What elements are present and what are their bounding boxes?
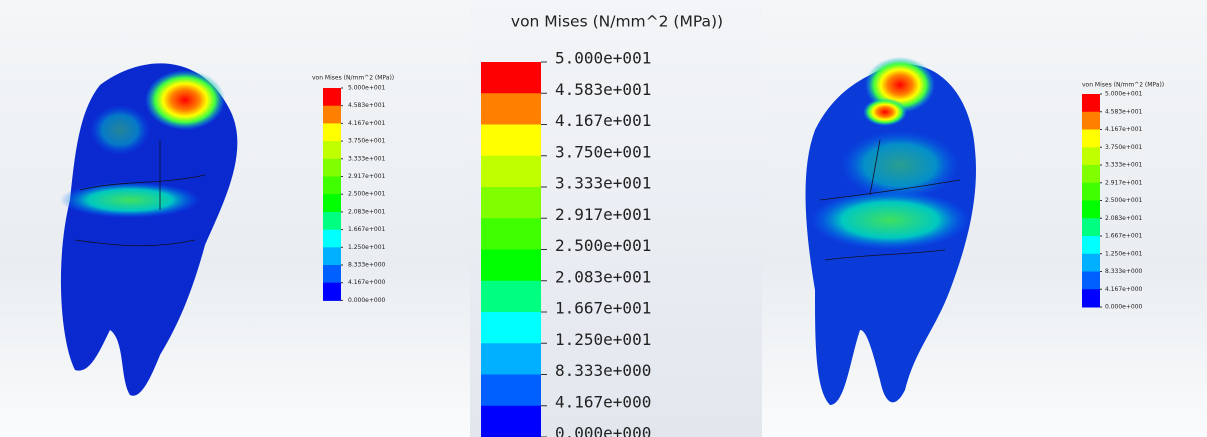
legend-label: 1.250e+001 xyxy=(555,330,651,349)
legend-label: 3.333e+001 xyxy=(348,155,386,162)
legend-label: 1.667e+001 xyxy=(555,299,651,318)
legend-color-band xyxy=(481,93,541,125)
legend-label: 3.333e+001 xyxy=(1105,162,1143,169)
legend-color-band xyxy=(481,375,541,407)
legend-color-band xyxy=(1082,112,1100,130)
legend-label: 5.000e+001 xyxy=(555,49,651,68)
legend-color-band xyxy=(1082,94,1100,112)
legend-color-band xyxy=(1082,147,1100,165)
legend-label: 2.500e+001 xyxy=(1105,197,1143,204)
legend-title: von Mises (N/mm^2 (MPa)) xyxy=(312,75,394,82)
legend-label: 2.083e+001 xyxy=(1105,215,1143,222)
legend-color-band xyxy=(1082,201,1100,219)
legend-label: 0.000e+000 xyxy=(348,297,386,304)
legend-label: 4.167e+000 xyxy=(348,279,386,286)
legend-color-band xyxy=(323,106,341,124)
legend-color-band xyxy=(1082,272,1100,290)
legend-color-band xyxy=(1082,218,1100,236)
stress-hotspot xyxy=(863,98,907,126)
legend-color-band xyxy=(481,156,541,188)
legend-color-band xyxy=(481,62,541,94)
legend-color-band xyxy=(481,343,541,375)
legend-color-band xyxy=(1082,236,1100,254)
legend-label: 2.500e+001 xyxy=(555,236,651,255)
legend-label: 2.917e+001 xyxy=(555,205,651,224)
legend-label: 5.000e+001 xyxy=(1105,91,1143,98)
legend-label: 4.167e+000 xyxy=(1105,286,1143,293)
legend-label: 2.083e+001 xyxy=(348,208,386,215)
legend-label: 3.333e+001 xyxy=(555,174,651,193)
legend-color-band xyxy=(1082,165,1100,183)
legend-color-band xyxy=(1082,130,1100,148)
legend-label: 1.250e+001 xyxy=(1105,250,1143,257)
legend-color-band xyxy=(323,230,341,248)
legend-label: 4.583e+001 xyxy=(348,102,386,109)
legend-color-band xyxy=(1082,183,1100,201)
legend-label: 4.167e+001 xyxy=(555,111,651,130)
stress-area xyxy=(90,105,150,155)
stress-band xyxy=(60,182,200,218)
legend-color-band xyxy=(481,406,541,437)
legend-color-band xyxy=(323,159,341,177)
legend-color-band xyxy=(481,281,541,313)
legend-color-band xyxy=(323,212,341,230)
legend-label: 1.250e+001 xyxy=(348,244,386,251)
legend-label: 8.333e+000 xyxy=(1105,268,1143,275)
legend-label: 5.000e+001 xyxy=(348,85,386,92)
legend-color-band xyxy=(481,125,541,157)
legend-label: 2.917e+001 xyxy=(348,173,386,180)
stress-hotspot xyxy=(145,70,225,130)
legend-label: 1.667e+001 xyxy=(1105,233,1143,240)
legend-color-band xyxy=(323,283,341,301)
legend-label: 4.167e+000 xyxy=(555,392,651,411)
legend-color-band xyxy=(481,187,541,219)
legend-label: 0.000e+000 xyxy=(1105,304,1143,311)
legend-color-band xyxy=(323,88,341,106)
legend-label: 2.083e+001 xyxy=(555,267,651,286)
legend-title: von Mises (N/mm^2 (MPa)) xyxy=(511,13,723,31)
legend-label: 3.750e+001 xyxy=(555,142,651,161)
legend-color-band xyxy=(323,141,341,159)
legend-label: 2.500e+001 xyxy=(348,191,386,198)
legend-label: 0.000e+000 xyxy=(555,424,651,437)
legend-label: 2.917e+001 xyxy=(1105,179,1143,186)
legend-color-band xyxy=(323,265,341,283)
legend-color-band xyxy=(323,177,341,195)
legend-color-band xyxy=(481,218,541,250)
legend-color-band xyxy=(481,312,541,344)
legend-label: 4.167e+001 xyxy=(1105,126,1143,133)
legend-color-band xyxy=(1082,254,1100,272)
legend-label: 1.667e+001 xyxy=(348,226,386,233)
legend-color-band xyxy=(481,250,541,282)
legend-title: von Mises (N/mm^2 (MPa)) xyxy=(1082,82,1164,89)
legend-color-band xyxy=(323,194,341,212)
legend-color-band xyxy=(323,247,341,265)
legend-label: 4.583e+001 xyxy=(555,80,651,99)
legend-label: 4.167e+001 xyxy=(348,120,386,127)
legend-color-band xyxy=(323,123,341,141)
legend-color-band xyxy=(1082,289,1100,307)
legend-label: 4.583e+001 xyxy=(1105,108,1143,115)
legend-label: 8.333e+000 xyxy=(348,262,386,269)
screenshot: von Mises (N/mm^2 (MPa)) 5.000e+001 4.583e… xyxy=(0,0,1207,437)
legend-label: 3.750e+001 xyxy=(1105,144,1143,151)
legend-label: 8.333e+000 xyxy=(555,361,651,380)
legend-label: 3.750e+001 xyxy=(348,138,386,145)
